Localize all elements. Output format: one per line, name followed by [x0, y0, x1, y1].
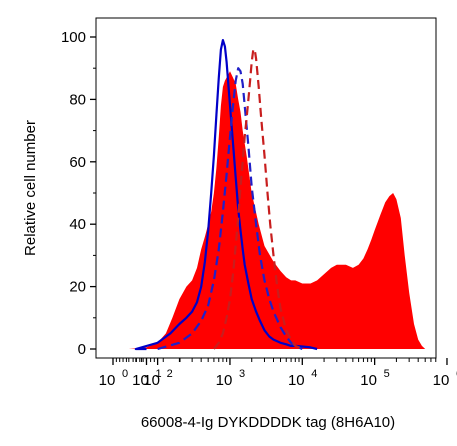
series-2-dashed-line	[157, 67, 303, 351]
x-tick-exponent-3: 3	[239, 368, 245, 380]
x-tick-exponent-0: 0	[122, 368, 128, 380]
x-tick-label-3: 10	[216, 372, 233, 389]
y-tick-label-0: 0	[78, 341, 86, 358]
y-tick-label-60: 60	[69, 154, 86, 171]
y-tick-label-100: 100	[61, 29, 86, 46]
series-0-filled-area	[128, 71, 426, 350]
plot-frame	[95, 17, 437, 359]
x-tick-exponent-6: 6	[456, 368, 457, 380]
y-tick-label-40: 40	[69, 216, 86, 233]
x-tick-label-6: 10	[433, 372, 450, 389]
y-tick-label-80: 80	[69, 91, 86, 108]
x-tick-exponent-4: 4	[311, 368, 317, 380]
x-axis-title: 66008-4-Ig DYKDDDDK tag (8H6A10)	[141, 414, 395, 431]
series-1-solid-line	[134, 39, 318, 351]
x-tick-label-2: 10	[143, 372, 160, 389]
series-3-dashed-line	[213, 48, 303, 351]
x-tick-label-1: 10	[132, 372, 149, 389]
x-tick-label-0: 10	[99, 372, 116, 389]
x-tick-exponent-5: 5	[384, 368, 390, 380]
x-tick-label-4: 10	[288, 372, 305, 389]
plot-area	[128, 39, 426, 351]
y-axis-title: Relative cell number	[22, 120, 39, 256]
x-tick-label-5: 10	[360, 372, 377, 389]
x-tick-exponent-2: 2	[167, 368, 173, 380]
y-tick-label-20: 20	[69, 279, 86, 296]
x-tick-exponent-1: 1	[156, 368, 162, 380]
